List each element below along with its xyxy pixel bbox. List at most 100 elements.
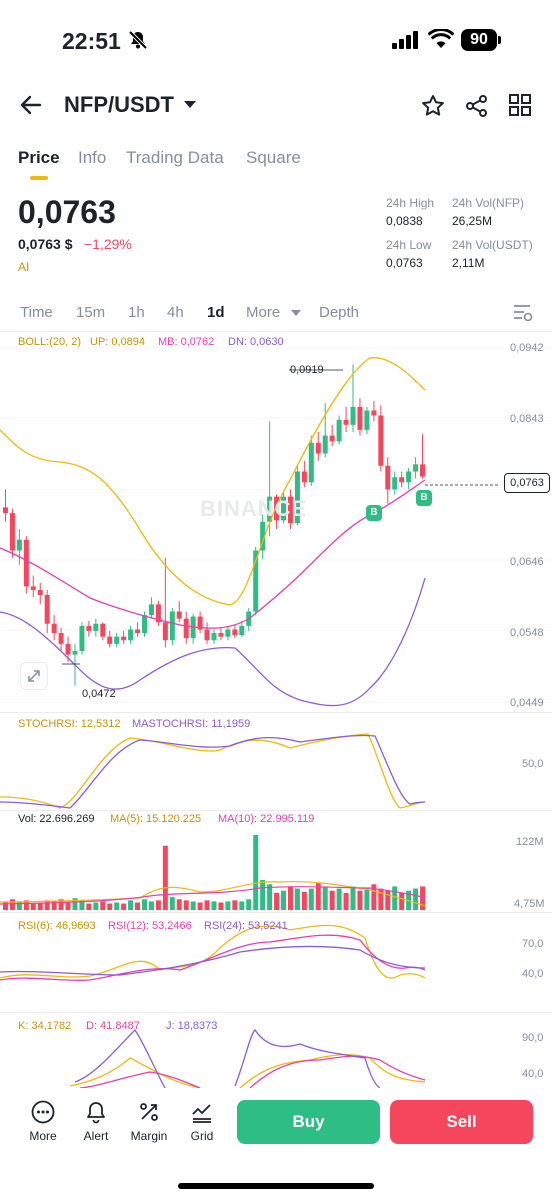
alert-button[interactable]: Alert: [66, 1100, 126, 1143]
home-indicator[interactable]: [178, 1183, 374, 1189]
interval-1h[interactable]: 1h: [128, 304, 145, 321]
star-icon[interactable]: [420, 93, 446, 119]
candle: [23, 539, 29, 587]
volume-bar: [155, 900, 161, 910]
kline-chart[interactable]: [0, 330, 552, 1090]
candle: [267, 496, 273, 522]
divider: [0, 331, 552, 332]
candle: [211, 633, 217, 641]
grid-layout-icon[interactable]: [508, 93, 532, 117]
interval-time[interactable]: Time: [20, 304, 53, 321]
mastochrsi-label: MASTOCHRSI: 11,1959: [132, 718, 251, 730]
volume-bar: [253, 835, 259, 910]
boll-up: UP: 0,0894: [90, 336, 146, 348]
volume-bar: [322, 886, 328, 910]
volume-bar: [211, 901, 217, 910]
candle: [274, 496, 280, 521]
tab-info[interactable]: Info: [78, 148, 107, 167]
volume-bar: [343, 892, 349, 910]
vol-ma10-line: [0, 886, 426, 905]
volume-bar: [16, 902, 22, 910]
volume-bar: [148, 901, 154, 910]
low-label: 24h Low: [386, 238, 432, 252]
rsi6-label: RSI(6): 46,9693: [18, 920, 96, 932]
buy-marker[interactable]: B: [366, 505, 382, 521]
margin-percent-icon: [140, 1103, 158, 1121]
divider: [0, 912, 552, 913]
buy-button[interactable]: Buy: [237, 1100, 380, 1144]
rsi-axis-top: 70,0: [522, 938, 544, 950]
rsi6-line: [0, 924, 426, 979]
volume-bar: [385, 890, 391, 910]
grid-button[interactable]: Grid: [172, 1100, 232, 1143]
volume-bar: [107, 903, 113, 910]
more-button[interactable]: More: [13, 1100, 73, 1143]
chart-settings-icon[interactable]: [512, 303, 534, 323]
candle: [16, 539, 22, 551]
volume-bar: [204, 900, 210, 910]
share-icon[interactable]: [464, 93, 490, 119]
volume-bar: [392, 886, 398, 910]
volume-bar: [79, 900, 85, 910]
volume-bar: [364, 888, 370, 910]
volume-bar: [9, 899, 15, 910]
candle: [9, 513, 15, 551]
volume-bar: [232, 900, 238, 910]
vol-label: Vol: 22.696.269: [18, 813, 95, 825]
price-axis-label: 0,0548: [510, 627, 544, 639]
volume-bar: [121, 903, 127, 910]
ai-label[interactable]: AI: [18, 260, 30, 274]
tab-square[interactable]: Square: [246, 148, 301, 167]
candle: [72, 651, 78, 655]
candle: [350, 406, 356, 425]
buy-marker[interactable]: B: [416, 490, 432, 506]
rsi-axis-bottom: 40,0: [522, 968, 544, 980]
tab-trading-data[interactable]: Trading Data: [126, 148, 224, 167]
alert-label: Alert: [83, 1129, 109, 1143]
interval-15m[interactable]: 15m: [76, 304, 106, 321]
volume-bar: [58, 899, 64, 910]
tab-price[interactable]: Price: [18, 148, 60, 167]
candle: [107, 636, 113, 644]
interval-depth[interactable]: Depth: [319, 304, 360, 321]
kdj-j-label: J: 18,8373: [166, 1020, 218, 1032]
interval-more[interactable]: More: [246, 304, 281, 321]
expand-chart-button[interactable]: [20, 662, 48, 690]
volume-bar: [357, 890, 363, 910]
volume-bar: [225, 901, 231, 910]
kdj-axis-bottom: 40,0: [522, 1068, 544, 1080]
candle: [93, 623, 99, 631]
candle: [294, 471, 300, 524]
candle: [357, 406, 363, 430]
battery-icon: 90: [461, 29, 497, 51]
volume-bar: [267, 884, 273, 910]
volume-bar: [308, 888, 314, 910]
low-annotation: 0,0472: [82, 688, 116, 700]
candle: [392, 477, 398, 490]
volume-bar: [378, 888, 384, 910]
volume-bar: [287, 886, 293, 910]
candle: [148, 604, 154, 616]
candle: [308, 442, 314, 483]
volume-bar: [169, 897, 175, 910]
candle: [378, 415, 384, 466]
back-arrow-icon[interactable]: [18, 92, 44, 118]
volume-bar: [128, 900, 134, 910]
grid-label: Grid: [190, 1129, 214, 1143]
candle: [406, 471, 412, 483]
pair-dropdown-icon[interactable]: [184, 101, 196, 108]
interval-1d[interactable]: 1d: [207, 304, 225, 321]
sell-button[interactable]: Sell: [390, 1100, 533, 1144]
volume-bar: [336, 888, 342, 910]
cellular-signal-icon: [392, 31, 418, 49]
candle: [176, 611, 182, 619]
margin-button[interactable]: Margin: [119, 1100, 179, 1143]
interval-4h[interactable]: 4h: [167, 304, 184, 321]
pair-title[interactable]: NFP/USDT: [64, 92, 174, 117]
volume-bar: [114, 902, 120, 910]
vol-axis-top: 122M: [516, 836, 544, 848]
rsi24-line: [0, 945, 426, 976]
candle: [155, 604, 161, 623]
boll-label: BOLL:(20, 2): [18, 336, 81, 348]
volume-bar: [315, 883, 321, 910]
